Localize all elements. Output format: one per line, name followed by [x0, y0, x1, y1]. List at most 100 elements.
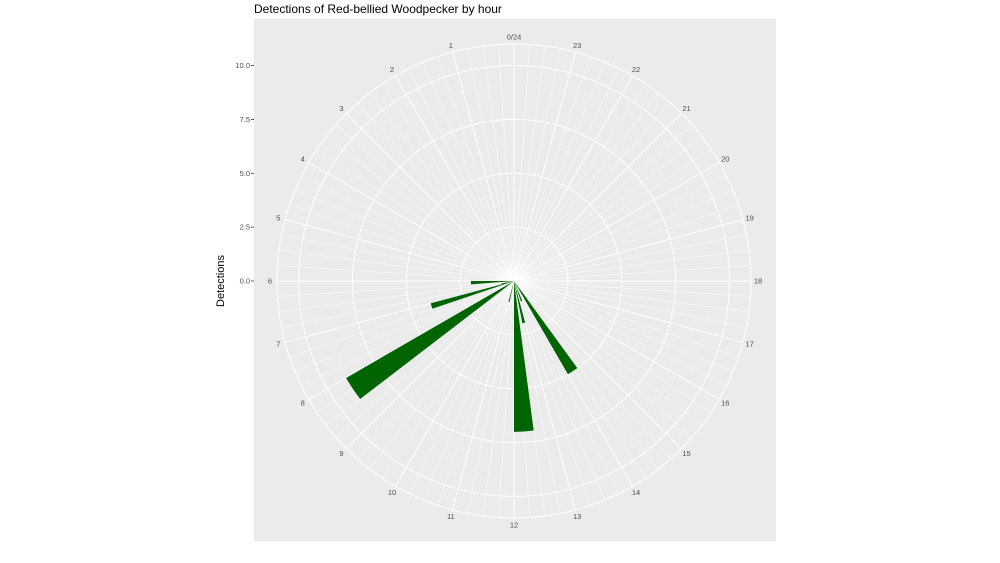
hour-tick-label: 3 [339, 104, 343, 113]
minor-spoke [513, 124, 693, 282]
minor-spoke [513, 149, 712, 282]
minor-spoke [513, 102, 671, 282]
bar-wedge [514, 281, 526, 324]
minor-spoke [513, 280, 671, 460]
hour-tick-label: 6 [268, 277, 272, 286]
bars [346, 281, 578, 432]
major-spoke [284, 280, 515, 343]
y-tick-label: 10.0 [235, 61, 250, 70]
minor-spoke [513, 83, 646, 282]
minor-spoke [278, 249, 515, 282]
minor-spoke [513, 92, 659, 282]
hour-tick-label: 9 [339, 449, 343, 458]
minor-spoke [513, 280, 605, 501]
hour-tick-label: 21 [682, 104, 690, 113]
minor-spoke [513, 265, 751, 282]
minor-spoke [294, 190, 515, 282]
minor-spoke [513, 280, 712, 413]
hour-tick-label: 22 [632, 65, 640, 74]
minor-spoke [513, 56, 591, 282]
minor-spoke [382, 83, 515, 282]
major-spoke [513, 51, 576, 282]
hour-tick-label: 11 [447, 512, 455, 521]
bar-wedge [501, 281, 514, 285]
minor-spoke [408, 280, 515, 494]
hour-tick-label: 20 [721, 155, 729, 164]
y-tick-label: 7.5 [240, 115, 250, 124]
minor-spoke [408, 68, 515, 282]
chart-title: Detections of Red-bellied Woodpecker by … [254, 2, 502, 16]
minor-spoke [301, 280, 515, 387]
minor-spoke [325, 280, 515, 426]
minor-spoke [437, 280, 515, 506]
hour-tick-label: 17 [746, 340, 754, 349]
minor-spoke [513, 190, 734, 282]
major-spoke [346, 280, 515, 449]
minor-spoke [513, 280, 561, 514]
hour-tick-label: 2 [390, 65, 394, 74]
hour-tick-labels: 0/24123456789101112131415161718192021222… [268, 33, 762, 530]
hour-tick-label: 14 [632, 488, 640, 497]
minor-spoke [513, 45, 546, 282]
minor-spoke [467, 48, 515, 282]
major-spoke [513, 219, 744, 282]
y-tick-label: 2.5 [240, 223, 250, 232]
major-spoke [513, 162, 720, 282]
bar-wedge [470, 281, 514, 285]
minor-spoke [316, 149, 515, 282]
grid-circle [351, 118, 677, 444]
minor-spoke [467, 280, 515, 514]
bar-wedge [430, 281, 514, 309]
minor-spoke [301, 175, 515, 282]
minor-spoke [513, 48, 561, 282]
hour-tick-label: 13 [573, 512, 581, 521]
bar-wedge [514, 281, 523, 302]
minor-spoke [513, 234, 747, 282]
minor-spoke [513, 280, 620, 494]
grid-circle [298, 65, 730, 497]
major-spoke [513, 113, 682, 282]
hour-tick-label: 5 [276, 213, 280, 222]
bar-wedge [514, 281, 534, 432]
hour-tick-label: 7 [276, 340, 280, 349]
minor-spoke [513, 280, 750, 313]
minor-spoke [513, 280, 727, 387]
major-spoke [346, 113, 515, 282]
hour-tick-label: 12 [510, 521, 518, 530]
minor-spoke [482, 45, 515, 282]
minor-spoke [335, 124, 515, 282]
minor-spoke [369, 280, 515, 470]
hour-tick-label: 18 [754, 277, 762, 286]
minor-spoke [513, 204, 739, 282]
major-spoke [395, 75, 515, 282]
minor-spoke [278, 280, 515, 313]
minor-spoke [281, 280, 515, 328]
minor-spoke [423, 280, 515, 501]
bar-wedge [514, 281, 578, 375]
y-tick-label: 0.0 [240, 277, 250, 286]
hour-tick-label: 10 [388, 488, 396, 497]
bar-wedge [346, 281, 514, 400]
minor-spoke [357, 102, 515, 282]
hour-tick-label: 1 [449, 41, 453, 50]
minor-spoke [513, 136, 703, 282]
major-spoke [395, 280, 515, 487]
minor-spoke [369, 92, 515, 282]
minor-spoke [325, 136, 515, 282]
major-spoke [452, 51, 515, 282]
minor-spoke [423, 61, 515, 282]
y-tick-label: 5.0 [240, 169, 250, 178]
major-spoke [452, 280, 515, 511]
minor-spoke [513, 280, 659, 470]
minor-spoke [294, 280, 515, 372]
minor-spoke [513, 68, 620, 282]
bar-wedge [508, 281, 514, 303]
hour-tick-label: 4 [301, 155, 305, 164]
major-spoke [308, 162, 515, 282]
minor-spoke [437, 56, 515, 282]
minor-spoke [482, 280, 515, 517]
minor-spoke [513, 280, 734, 372]
grid-circle [276, 43, 752, 519]
minor-spoke [513, 280, 703, 426]
